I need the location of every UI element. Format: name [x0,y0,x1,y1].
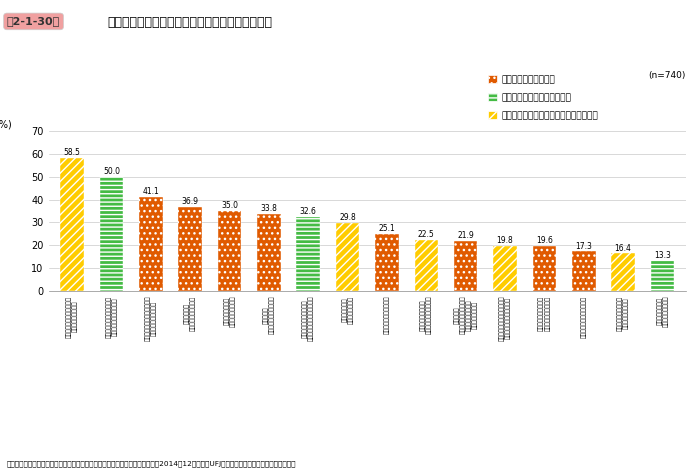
Bar [493,246,517,291]
Bar [178,207,202,291]
Text: 19.6: 19.6 [536,236,553,245]
Text: (%): (%) [0,120,12,130]
Text: 41.1: 41.1 [143,188,159,197]
Text: 第2-1-30図: 第2-1-30図 [7,16,60,26]
Bar [218,211,241,291]
Bar [100,177,123,291]
Bar [375,234,398,291]
Text: 50.0: 50.0 [103,167,120,176]
Bar [454,241,477,291]
Bar [257,214,281,291]
Bar [257,214,281,291]
Bar [139,197,163,291]
Text: 58.5: 58.5 [64,148,80,157]
Text: 32.6: 32.6 [300,207,317,216]
Bar [375,234,398,291]
Text: 25.1: 25.1 [378,224,395,233]
Bar [572,251,595,291]
Bar [454,241,477,291]
Bar [572,251,595,291]
Text: 36.9: 36.9 [182,197,199,206]
Bar [297,217,320,291]
Text: 22.5: 22.5 [418,230,435,239]
Bar [178,207,202,291]
Text: 16.4: 16.4 [615,244,631,253]
Bar [533,246,556,291]
Bar [533,246,556,291]
Text: 33.8: 33.8 [261,204,277,213]
Legend: 情報収集・分析の段階, 商品・サービスの開発の段階, 販路開拓、商品・サービスの提供の段階: 情報収集・分析の段階, 商品・サービスの開発の段階, 販路開拓、商品・サービスの… [489,75,599,120]
Text: 19.8: 19.8 [497,236,514,245]
Bar [218,211,241,291]
Text: 29.8: 29.8 [340,213,356,222]
Text: 35.0: 35.0 [221,201,238,211]
Bar [651,260,674,291]
Text: 17.3: 17.3 [575,242,593,251]
Text: 資料：中小企業庁委託「「市場開拓」と「新たな取り組み」に関する調査」（2014年12月、三菱UFJリサーチ＆コンサルティング（株））: 資料：中小企業庁委託「「市場開拓」と「新たな取り組み」に関する調査」（2014年… [7,460,297,467]
Bar [414,240,438,291]
Text: 既存市場開拓の売上目標未達成企業が抱える課題: 既存市場開拓の売上目標未達成企業が抱える課題 [107,16,272,30]
Text: (n=740): (n=740) [649,71,686,80]
Text: 13.3: 13.3 [654,251,671,260]
Text: 21.9: 21.9 [457,231,474,240]
Bar [60,158,84,291]
Bar [139,197,163,291]
Bar [611,253,635,291]
Bar [336,223,360,291]
